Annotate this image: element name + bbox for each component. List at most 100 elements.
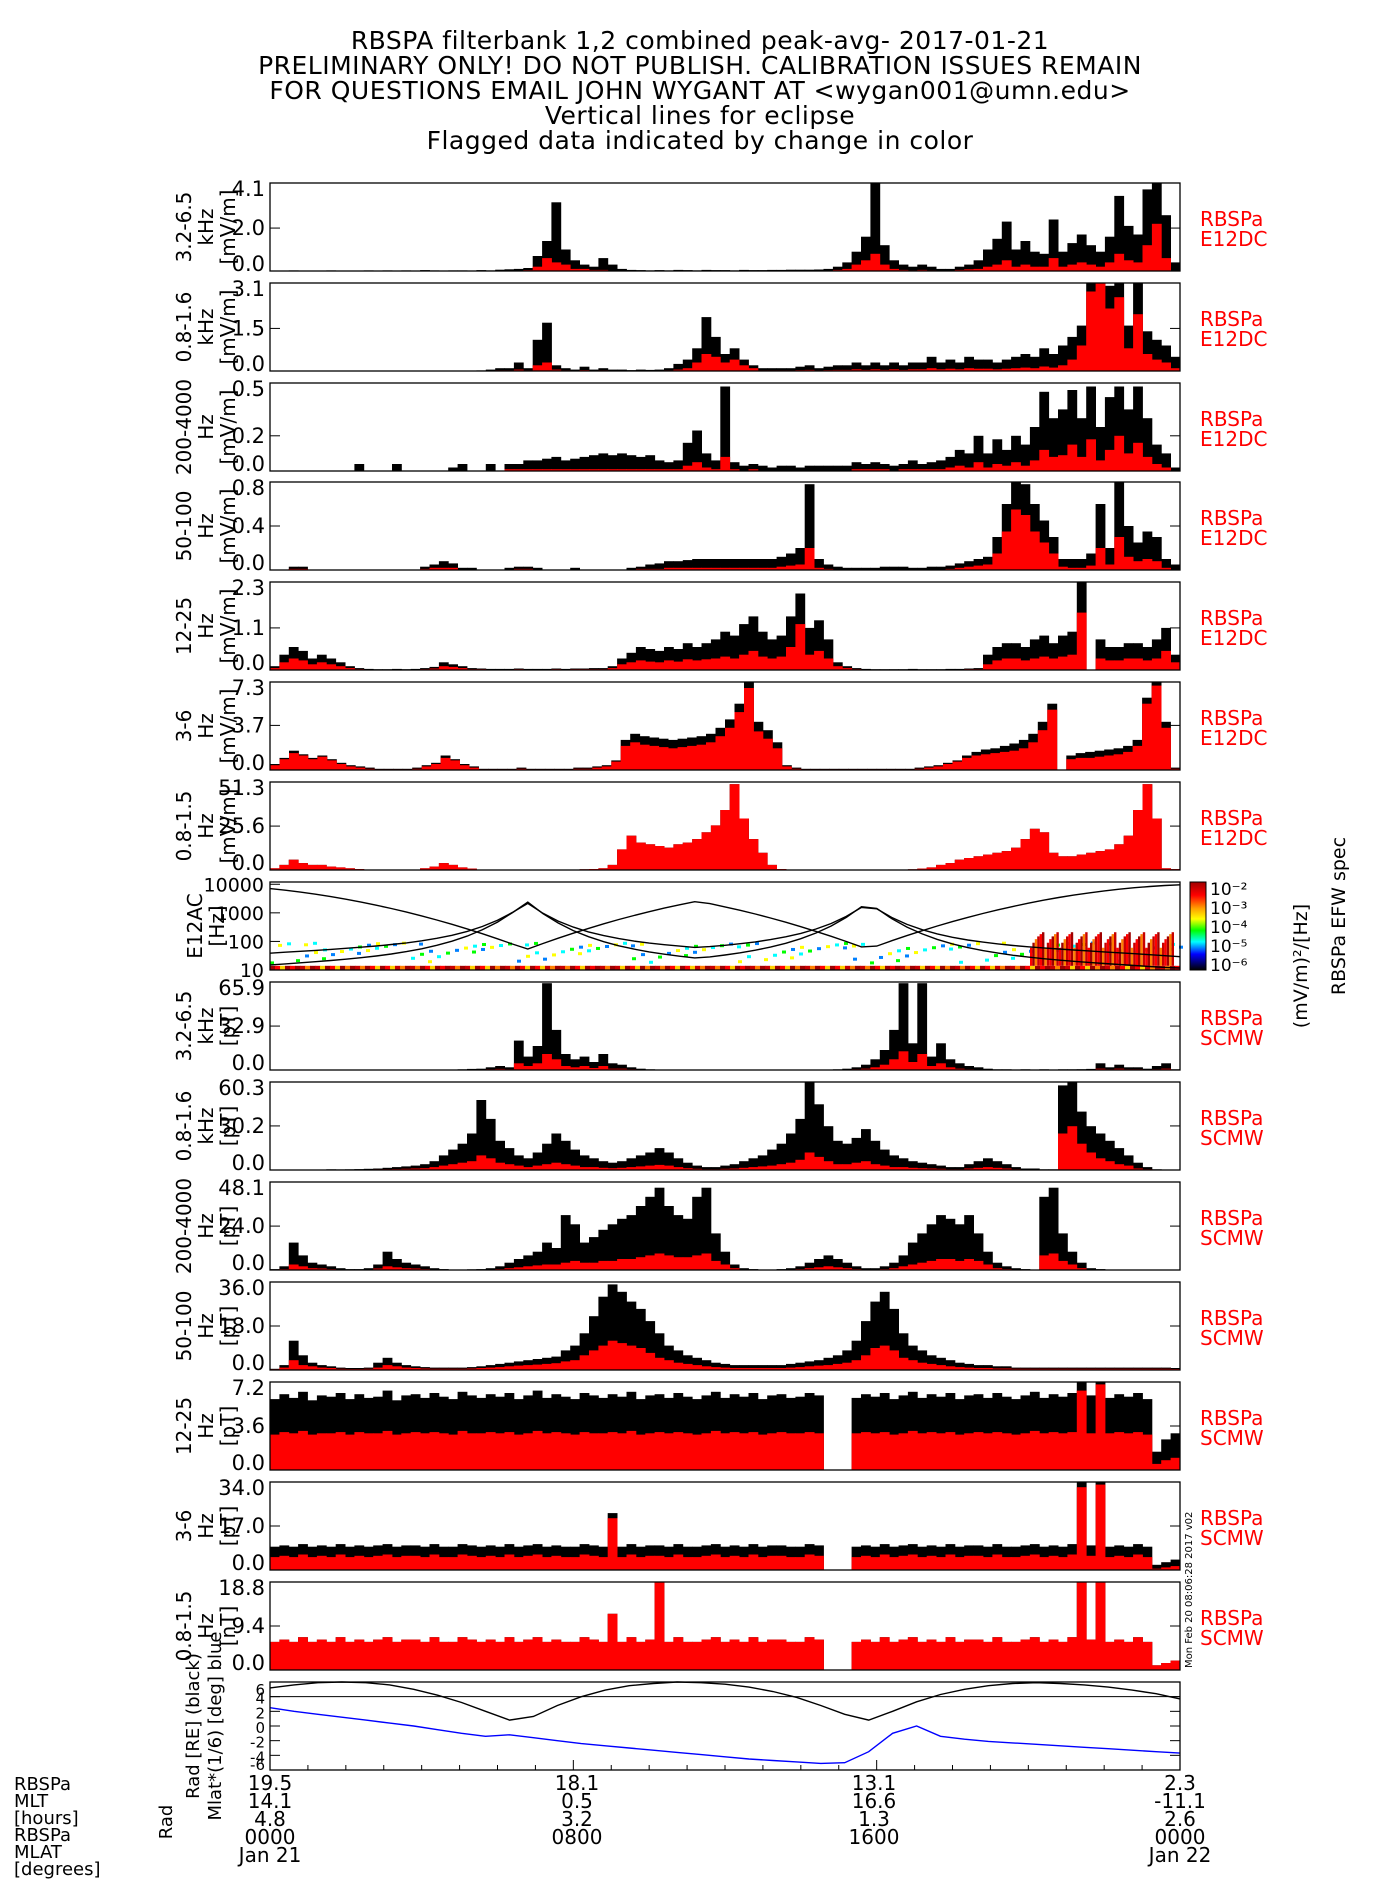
average-bar bbox=[945, 1259, 956, 1270]
average-bar bbox=[964, 1433, 974, 1470]
average-bar bbox=[504, 1366, 515, 1370]
average-bar bbox=[1161, 258, 1171, 271]
spectrogram-cell bbox=[680, 965, 686, 970]
average-bar bbox=[1114, 660, 1125, 670]
spectrogram-cell bbox=[1075, 942, 1078, 966]
peak-bar bbox=[382, 1167, 393, 1170]
average-bar bbox=[804, 1554, 815, 1570]
peak-bar bbox=[1029, 1168, 1040, 1170]
peak-bar bbox=[1142, 1167, 1153, 1170]
peak-bar bbox=[879, 464, 890, 471]
peak-bar bbox=[1039, 391, 1050, 471]
spectrogram-cell bbox=[820, 965, 826, 970]
spectrogram-cell bbox=[1037, 936, 1040, 966]
average-bar bbox=[739, 818, 749, 870]
spectrogram-cell bbox=[1130, 947, 1134, 966]
ylabel-line: 0.8-1.6 bbox=[172, 292, 196, 363]
average-bar bbox=[1011, 1557, 1021, 1570]
average-bar bbox=[879, 1165, 890, 1170]
peak-bar bbox=[429, 1268, 440, 1270]
spectrogram-cell bbox=[800, 945, 804, 949]
peak-bar bbox=[936, 1357, 946, 1370]
peak-bar bbox=[861, 1129, 871, 1170]
spectrogram-cell bbox=[280, 965, 286, 970]
average-bar bbox=[317, 756, 328, 770]
peak-bar bbox=[945, 1059, 956, 1070]
average-bar bbox=[542, 1433, 552, 1470]
peak-bar bbox=[298, 1355, 308, 1370]
average-bar bbox=[926, 1363, 937, 1370]
average-bar bbox=[1142, 1641, 1153, 1670]
average-bar bbox=[420, 1368, 430, 1370]
average-bar bbox=[611, 761, 622, 770]
ylabel-line: Hz bbox=[194, 513, 218, 539]
spectrogram-cell bbox=[1125, 965, 1131, 970]
peak-bar bbox=[1076, 234, 1087, 271]
peak-bar bbox=[513, 1259, 524, 1270]
average-bar bbox=[1001, 851, 1012, 870]
average-bar bbox=[926, 1260, 937, 1270]
peak-bar bbox=[879, 1393, 890, 1470]
peak-bar bbox=[570, 1059, 580, 1070]
spectrogram-cell bbox=[915, 965, 921, 970]
peak-bar bbox=[579, 1242, 590, 1270]
average-bar bbox=[1058, 455, 1068, 471]
average-bar bbox=[298, 1637, 308, 1670]
spectrogram-cell bbox=[945, 965, 951, 970]
average-bar bbox=[410, 1368, 421, 1370]
peak-bar bbox=[889, 1399, 899, 1470]
ylabel-line: [pT] bbox=[216, 1206, 240, 1247]
peak-bar bbox=[936, 268, 946, 271]
peak-bar bbox=[270, 1399, 280, 1470]
peak-bar bbox=[1048, 643, 1059, 670]
average-bar bbox=[542, 469, 552, 471]
average-bar bbox=[326, 1433, 337, 1470]
spectrogram-cell bbox=[1042, 932, 1045, 966]
spectrogram-cell bbox=[684, 954, 688, 958]
average-bar bbox=[485, 1639, 496, 1670]
peak-bar bbox=[739, 559, 749, 570]
average-bar bbox=[861, 1555, 871, 1570]
peak-bar bbox=[626, 1215, 637, 1270]
average-bar bbox=[954, 369, 965, 371]
peak-bar bbox=[1086, 553, 1096, 570]
panel-frame bbox=[269, 581, 1181, 671]
peak-bar bbox=[757, 631, 768, 670]
average-bar bbox=[316, 662, 327, 670]
peak-bar bbox=[617, 1218, 627, 1270]
peak-bar bbox=[926, 356, 937, 371]
peak-bar bbox=[1142, 331, 1153, 371]
peak-bar bbox=[983, 556, 993, 570]
peak-bar bbox=[532, 1152, 543, 1170]
panel-frame bbox=[269, 382, 1181, 472]
average-bar bbox=[298, 660, 308, 670]
average-bar bbox=[382, 1430, 393, 1470]
ylabel-line: Hz bbox=[194, 613, 218, 639]
average-bar bbox=[1086, 1433, 1096, 1470]
spectrogram-cell bbox=[540, 965, 546, 970]
average-bar bbox=[1011, 1641, 1021, 1670]
average-bar bbox=[814, 1365, 824, 1370]
average-bar bbox=[1020, 839, 1031, 870]
average-bar bbox=[607, 1260, 618, 1270]
average-bar bbox=[607, 1432, 618, 1470]
average-bar bbox=[999, 751, 1010, 770]
peak-bar bbox=[776, 368, 787, 371]
average-bar bbox=[983, 1368, 993, 1370]
colorbar-tick-label: 10⁻⁴ bbox=[1210, 918, 1248, 938]
spectrogram-cell bbox=[967, 943, 971, 947]
average-bar bbox=[1114, 253, 1125, 271]
peak-bar bbox=[1095, 1133, 1106, 1170]
average-bar bbox=[645, 1433, 656, 1470]
average-bar bbox=[917, 1054, 928, 1070]
average-bar bbox=[1048, 1555, 1059, 1570]
peak-bar bbox=[570, 567, 580, 570]
peak-bar bbox=[635, 1399, 646, 1470]
spectrogram-cell bbox=[895, 965, 901, 970]
average-bar bbox=[1048, 658, 1059, 670]
average-bar bbox=[617, 1641, 627, 1670]
peak-bar bbox=[992, 362, 1003, 371]
peak-bar bbox=[1142, 418, 1153, 471]
peak-bar bbox=[898, 1333, 909, 1370]
spectrogram-cell bbox=[790, 965, 796, 970]
